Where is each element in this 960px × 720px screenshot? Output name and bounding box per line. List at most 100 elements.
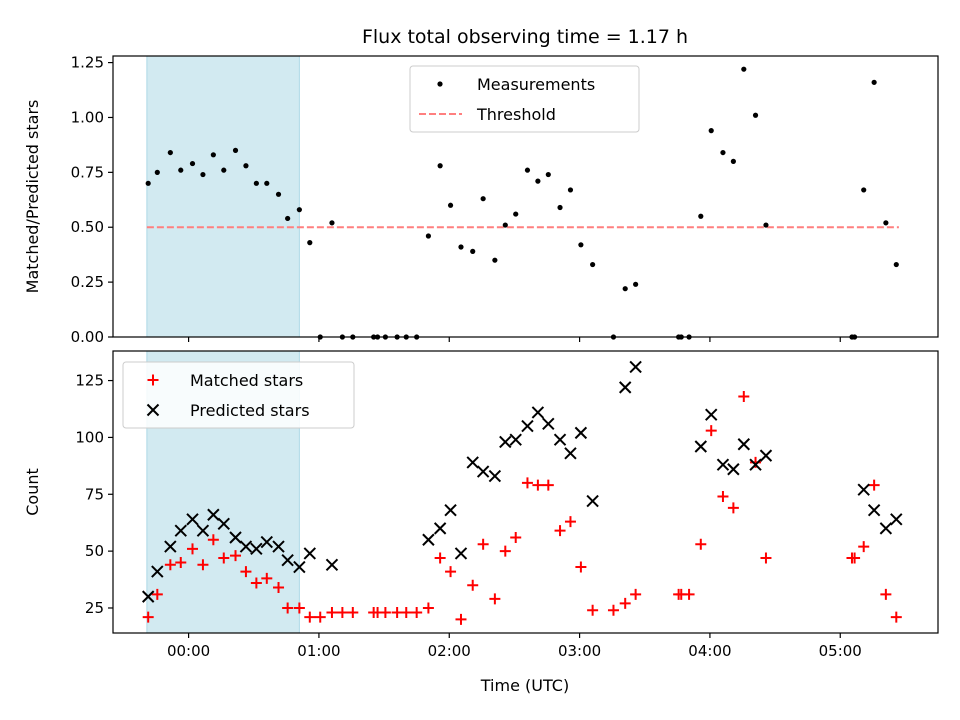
data-point	[545, 171, 551, 178]
data-point	[253, 180, 259, 186]
data-point	[587, 604, 599, 616]
data-point	[422, 533, 435, 546]
data-point	[763, 222, 769, 228]
legend: Measurements Threshold	[409, 65, 640, 133]
data-point	[272, 540, 285, 553]
series-predicted-stars	[141, 360, 903, 603]
legend-label: Matched stars	[190, 371, 303, 390]
data-point	[151, 588, 163, 600]
data-point	[273, 582, 285, 594]
data-point	[425, 233, 432, 239]
data-point	[630, 588, 642, 600]
data-point	[200, 171, 206, 178]
data-point	[178, 167, 184, 173]
data-point	[619, 597, 631, 609]
data-point	[455, 613, 467, 625]
data-point	[880, 588, 892, 600]
data-point	[760, 552, 772, 564]
count-panel: 25 50 75 100 125 00:00 01:00 02:00 03:00 04:00 05:…	[23, 350, 939, 660]
data-point	[444, 503, 457, 517]
data-point	[411, 607, 423, 619]
data-point	[314, 611, 326, 623]
y-tick-label: 125	[75, 372, 104, 390]
y-tick-label: 100	[75, 428, 104, 446]
legend-frame	[122, 361, 355, 429]
data-point	[849, 552, 861, 564]
data-point	[164, 540, 177, 553]
data-point	[285, 215, 291, 222]
ratio-panel: 0.00 0.25 0.50 0.75 1.00 1.25 Matched/Predicte…	[23, 54, 939, 346]
data-point	[890, 611, 902, 623]
data-point	[893, 261, 899, 268]
data-point	[336, 607, 348, 619]
data-point	[858, 541, 870, 553]
data-point	[264, 180, 270, 186]
data-point	[567, 187, 574, 193]
data-point	[499, 545, 511, 557]
data-point	[230, 550, 242, 562]
data-point	[590, 261, 596, 268]
y-axis-label: Count	[23, 468, 42, 516]
chart-title: Flux total observing time = 1.17 h	[362, 26, 688, 48]
data-point	[730, 158, 736, 164]
y-tick-label: 0.75	[71, 163, 104, 181]
data-point	[250, 577, 262, 589]
data-point	[466, 456, 479, 469]
data-point	[531, 406, 545, 419]
data-point	[154, 169, 160, 175]
data-point	[564, 516, 576, 528]
data-point	[218, 552, 230, 564]
data-point	[347, 607, 359, 619]
x-tick-label: 00:00	[167, 642, 210, 660]
y-tick-label: 1.00	[71, 108, 104, 126]
data-point	[618, 381, 632, 394]
data-point	[282, 602, 294, 614]
data-point	[749, 458, 762, 471]
data-point	[207, 534, 219, 546]
data-point	[553, 433, 567, 446]
data-point	[187, 543, 199, 555]
data-point	[575, 561, 587, 573]
x-tick-label: 02:00	[428, 642, 471, 660]
data-point	[437, 163, 443, 169]
data-point	[232, 147, 239, 153]
data-point	[229, 531, 242, 544]
legend-label: Predicted stars	[190, 401, 310, 420]
data-point	[683, 588, 695, 600]
data-point	[727, 502, 739, 514]
data-point	[326, 607, 338, 619]
data-point	[521, 419, 534, 433]
data-point	[492, 257, 498, 263]
data-point	[189, 160, 196, 167]
legend-marker	[146, 403, 160, 417]
y-tick-label: 1.25	[71, 54, 104, 72]
data-point	[433, 522, 447, 535]
data-point	[243, 163, 249, 169]
legend-marker	[147, 374, 159, 386]
data-point	[445, 566, 457, 578]
x-axis-label: Time (UTC)	[480, 676, 569, 695]
data-point	[586, 494, 599, 508]
data-point	[542, 417, 555, 430]
data-point	[239, 540, 253, 553]
data-point	[578, 242, 584, 248]
data-point	[752, 112, 759, 118]
y-tick-label: 0.00	[71, 328, 104, 346]
legend-label: Measurements	[477, 75, 595, 94]
data-point	[542, 479, 554, 491]
data-point	[857, 483, 870, 496]
data-point	[557, 204, 563, 211]
data-point	[458, 244, 464, 250]
data-point	[434, 552, 446, 564]
data-point	[379, 607, 391, 619]
data-point	[868, 479, 880, 491]
legend-frame	[409, 65, 640, 133]
data-point	[250, 542, 263, 556]
data-point	[695, 538, 707, 550]
data-point	[737, 438, 751, 451]
data-point	[261, 572, 273, 584]
x-tick-label: 05:00	[819, 642, 862, 660]
data-point	[454, 547, 468, 560]
data-point	[400, 607, 412, 619]
data-point	[467, 579, 479, 591]
